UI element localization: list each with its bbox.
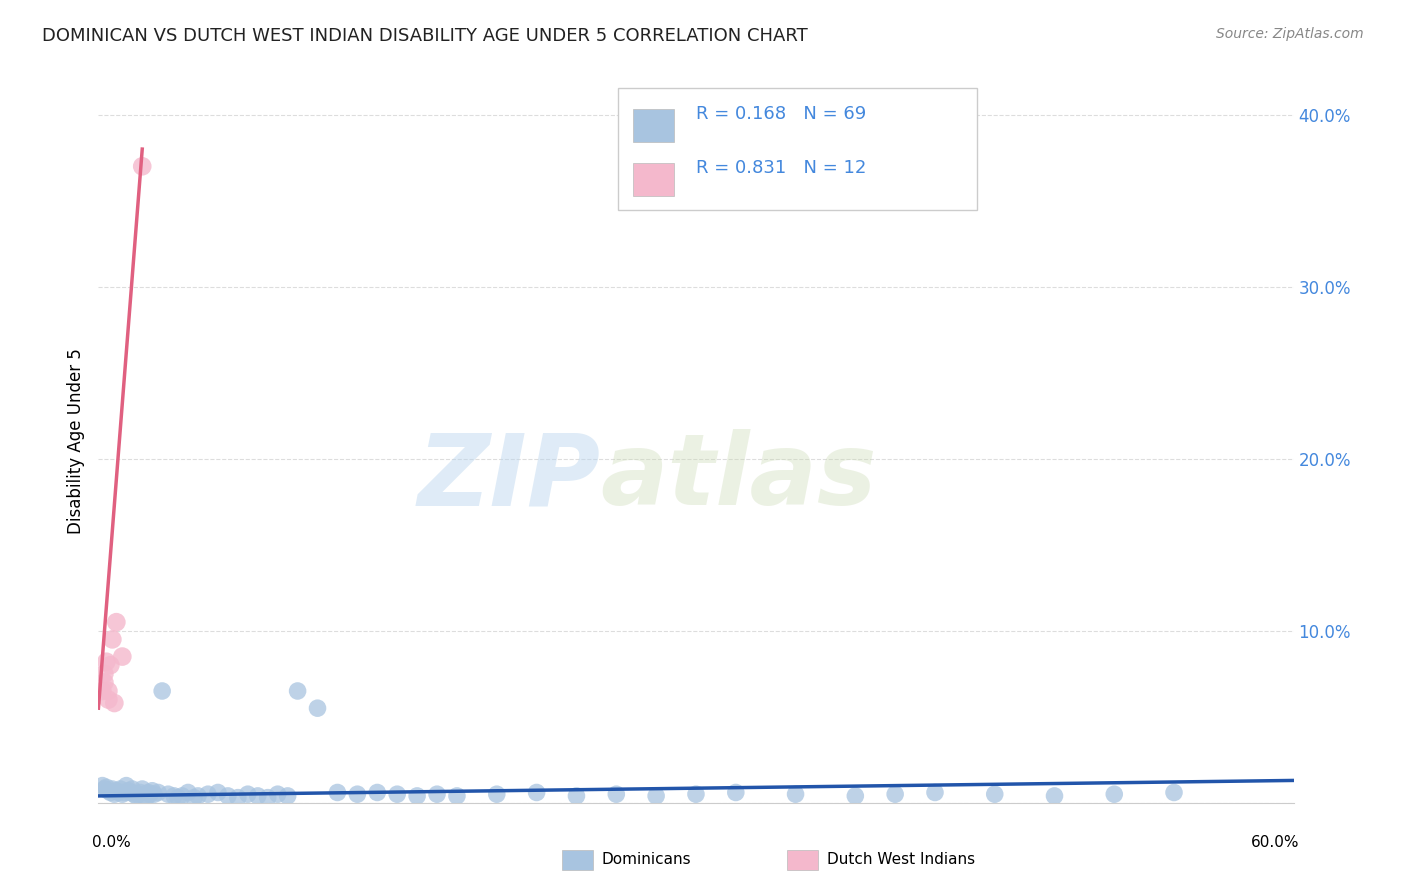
FancyBboxPatch shape <box>633 109 675 142</box>
Point <box>124 787 146 801</box>
Text: Dominicans: Dominicans <box>602 853 692 867</box>
Point <box>565 789 588 803</box>
Point <box>98 658 122 673</box>
Point <box>226 790 249 805</box>
Point <box>101 782 124 797</box>
Point <box>134 789 156 803</box>
Point <box>136 785 159 799</box>
Point <box>117 784 139 798</box>
Point <box>120 785 142 799</box>
Point <box>172 789 194 803</box>
Point <box>1163 785 1185 799</box>
Point <box>143 787 166 801</box>
Point <box>110 782 132 797</box>
Point <box>135 790 157 805</box>
Point <box>177 785 200 799</box>
Point <box>685 787 707 801</box>
Point <box>645 789 668 803</box>
Point <box>785 787 807 801</box>
Point <box>256 790 278 805</box>
Point <box>307 701 329 715</box>
Point <box>1043 789 1066 803</box>
Point <box>167 790 190 805</box>
Point <box>207 785 229 799</box>
Text: ZIP: ZIP <box>418 429 600 526</box>
Point <box>326 785 349 799</box>
Point <box>97 684 120 698</box>
Point <box>426 787 449 801</box>
FancyBboxPatch shape <box>619 87 977 211</box>
Point <box>93 666 115 681</box>
Point <box>105 615 128 630</box>
Point <box>267 787 290 801</box>
Point <box>724 785 747 799</box>
Point <box>150 684 173 698</box>
Point <box>93 782 115 797</box>
Point <box>98 785 122 799</box>
Point <box>605 787 627 801</box>
Point <box>246 789 269 803</box>
Point <box>93 675 115 690</box>
Point <box>97 692 120 706</box>
Text: Dutch West Indians: Dutch West Indians <box>827 853 974 867</box>
Point <box>112 785 135 799</box>
Point <box>346 787 368 801</box>
Point <box>984 787 1007 801</box>
Point <box>115 779 138 793</box>
Y-axis label: Disability Age Under 5: Disability Age Under 5 <box>66 349 84 534</box>
Point <box>183 790 205 805</box>
Point <box>103 696 125 710</box>
Point <box>103 787 125 801</box>
Point <box>163 789 186 803</box>
Point <box>385 787 409 801</box>
Point <box>91 684 114 698</box>
Point <box>148 785 170 799</box>
Point <box>1104 787 1126 801</box>
Point <box>111 787 134 801</box>
Point <box>884 787 907 801</box>
Point <box>111 649 134 664</box>
Text: R = 0.831   N = 12: R = 0.831 N = 12 <box>696 160 866 178</box>
Point <box>157 787 180 801</box>
Point <box>129 785 152 799</box>
Point <box>131 159 153 173</box>
Point <box>96 655 118 669</box>
Text: Source: ZipAtlas.com: Source: ZipAtlas.com <box>1216 27 1364 41</box>
Point <box>91 779 114 793</box>
Text: DOMINICAN VS DUTCH WEST INDIAN DISABILITY AGE UNDER 5 CORRELATION CHART: DOMINICAN VS DUTCH WEST INDIAN DISABILIT… <box>42 27 808 45</box>
Point <box>107 785 129 799</box>
Point <box>844 789 866 803</box>
Point <box>141 784 163 798</box>
Point <box>121 782 143 797</box>
Point <box>217 789 239 803</box>
Point <box>485 787 508 801</box>
Point <box>139 787 162 801</box>
Point <box>526 785 548 799</box>
Point <box>236 787 259 801</box>
Point <box>366 785 388 799</box>
Point <box>187 789 209 803</box>
Text: atlas: atlas <box>600 429 877 526</box>
Point <box>277 789 299 803</box>
FancyBboxPatch shape <box>633 163 675 196</box>
Text: 60.0%: 60.0% <box>1251 835 1299 850</box>
Point <box>406 789 429 803</box>
Point <box>197 787 219 801</box>
Point <box>127 787 149 801</box>
Point <box>96 780 118 795</box>
Point <box>924 785 946 799</box>
Point <box>287 684 309 698</box>
Text: R = 0.168   N = 69: R = 0.168 N = 69 <box>696 105 866 123</box>
Text: 0.0%: 0.0% <box>93 835 131 850</box>
Point <box>101 632 124 647</box>
Point <box>97 784 120 798</box>
Point <box>105 784 128 798</box>
Point <box>446 789 468 803</box>
Point <box>125 789 148 803</box>
Point <box>131 782 153 797</box>
